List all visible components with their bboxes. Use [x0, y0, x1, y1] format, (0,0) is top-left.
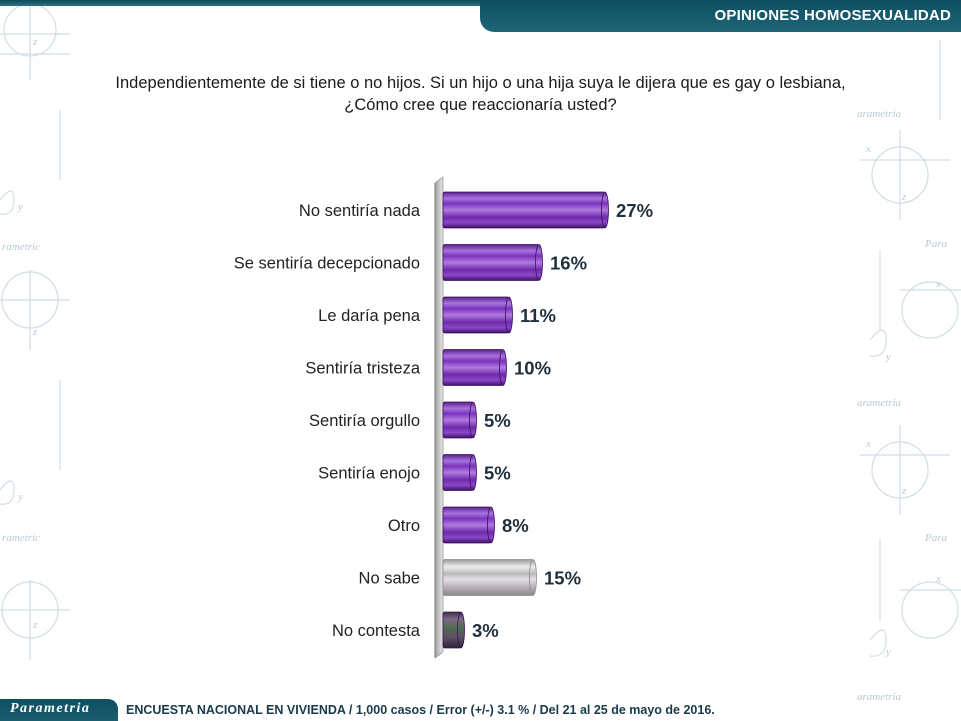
value-label: 15%	[544, 568, 581, 589]
svg-text:x: x	[865, 143, 871, 155]
svg-text:z: z	[901, 191, 907, 203]
category-label: Otro	[388, 517, 420, 535]
footer-note: ENCUESTA NACIONAL EN VIVIENDA / 1,000 ca…	[126, 703, 715, 717]
value-label: 11%	[520, 305, 556, 326]
bar-end-cap	[487, 506, 495, 544]
bar	[442, 296, 510, 334]
bar-end-cap	[601, 191, 609, 229]
svg-text:z: z	[32, 326, 38, 338]
svg-text:z: z	[32, 36, 38, 48]
svg-text:x: x	[935, 573, 941, 585]
bar-end-cap	[469, 401, 477, 439]
svg-text:x: x	[935, 278, 941, 290]
svg-text:arametria: arametria	[857, 397, 902, 409]
svg-text:z: z	[32, 619, 38, 631]
svg-text:rametric: rametric	[2, 241, 40, 253]
value-label: 8%	[502, 515, 529, 536]
footer-logo: Parametria	[0, 699, 118, 721]
question-text: Independientemente de si tiene o no hijo…	[20, 72, 941, 116]
value-label: 5%	[484, 410, 511, 431]
bar	[442, 559, 534, 596]
svg-text:rametric: rametric	[2, 532, 40, 544]
category-label: Sentiría orgullo	[309, 412, 420, 430]
bar	[442, 244, 540, 281]
bar-end-cap	[529, 559, 537, 596]
value-label: 3%	[472, 620, 499, 641]
header-tab: OPINIONES HOMOSEXUALIDAD	[480, 0, 961, 32]
bar-end-cap	[535, 244, 543, 281]
svg-text:Para: Para	[924, 532, 948, 544]
bar-end-cap	[505, 296, 513, 334]
footer-logo-text: Parametria	[10, 701, 91, 716]
value-label: 27%	[616, 200, 653, 221]
bar	[442, 191, 606, 229]
category-label: No contesta	[332, 622, 421, 640]
svg-text:y: y	[17, 491, 23, 503]
svg-text:y: y	[885, 351, 891, 363]
header-title: OPINIONES HOMOSEXUALIDAD	[714, 7, 951, 24]
bar-end-cap	[499, 349, 507, 386]
value-label: 16%	[550, 253, 587, 274]
svg-text:arametria: arametria	[857, 691, 902, 703]
bar	[442, 454, 474, 491]
svg-text:y: y	[17, 201, 23, 213]
svg-text:arametria: arametria	[857, 108, 902, 120]
value-label: 10%	[514, 358, 551, 379]
svg-text:y: y	[885, 646, 891, 658]
value-label: 5%	[484, 463, 511, 484]
svg-text:z: z	[901, 485, 907, 497]
question-line-1: Independientemente de si tiene o no hijo…	[115, 74, 846, 92]
bar-end-cap	[469, 454, 477, 491]
bar	[442, 506, 492, 544]
bar-end-cap	[457, 611, 465, 649]
svg-text:Para: Para	[924, 238, 948, 250]
chart-axis-wall	[434, 176, 444, 659]
question-line-2: ¿Cómo cree que reaccionaría usted?	[344, 96, 617, 114]
category-label: Se sentiría decepcionado	[234, 255, 420, 273]
svg-text:x: x	[865, 438, 871, 450]
bar	[442, 401, 474, 439]
category-label: No sabe	[359, 570, 420, 588]
category-label: Le daría pena	[318, 307, 421, 325]
category-label: No sentiría nada	[299, 202, 421, 220]
bar	[442, 349, 504, 386]
category-label: Sentiría enojo	[318, 465, 420, 483]
category-label: Sentiría tristeza	[305, 360, 420, 378]
